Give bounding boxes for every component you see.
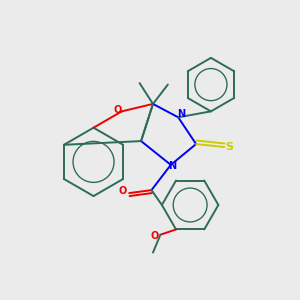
Text: O: O: [118, 186, 127, 196]
Text: O: O: [113, 105, 122, 115]
Text: N: N: [177, 109, 185, 119]
Text: N: N: [168, 161, 176, 171]
Text: S: S: [226, 142, 234, 152]
Text: O: O: [151, 231, 159, 241]
